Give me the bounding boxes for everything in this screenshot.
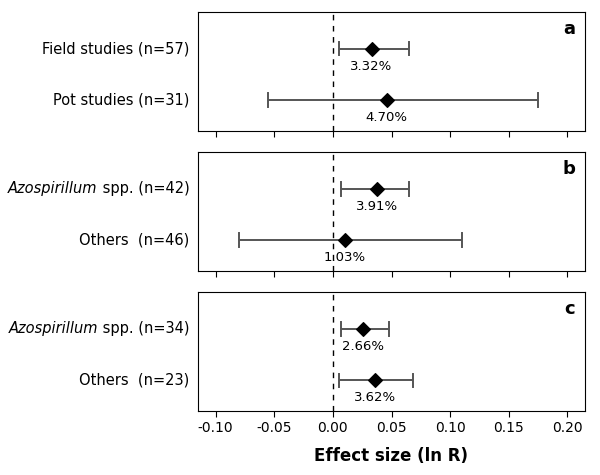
Text: b: b	[562, 161, 575, 178]
Text: c: c	[565, 301, 575, 318]
Text: spp. (n=34): spp. (n=34)	[98, 322, 190, 336]
Text: 2.66%: 2.66%	[343, 340, 385, 353]
Text: 3.62%: 3.62%	[354, 391, 396, 404]
Text: Azospirillum: Azospirillum	[8, 322, 98, 336]
Text: a: a	[563, 20, 575, 38]
Text: 3.91%: 3.91%	[356, 200, 398, 213]
Text: Azospirillum: Azospirillum	[8, 181, 98, 196]
Text: Effect size (ln R): Effect size (ln R)	[314, 446, 469, 465]
Text: Field studies (n=57): Field studies (n=57)	[42, 41, 190, 56]
Text: 3.32%: 3.32%	[350, 60, 392, 73]
Text: spp. (n=42): spp. (n=42)	[98, 181, 190, 196]
Text: 1.03%: 1.03%	[323, 251, 365, 264]
Text: Pot studies (n=31): Pot studies (n=31)	[53, 93, 190, 107]
Text: Others  (n=23): Others (n=23)	[79, 373, 190, 388]
Text: 4.70%: 4.70%	[366, 111, 408, 124]
Text: Others  (n=46): Others (n=46)	[79, 233, 190, 247]
